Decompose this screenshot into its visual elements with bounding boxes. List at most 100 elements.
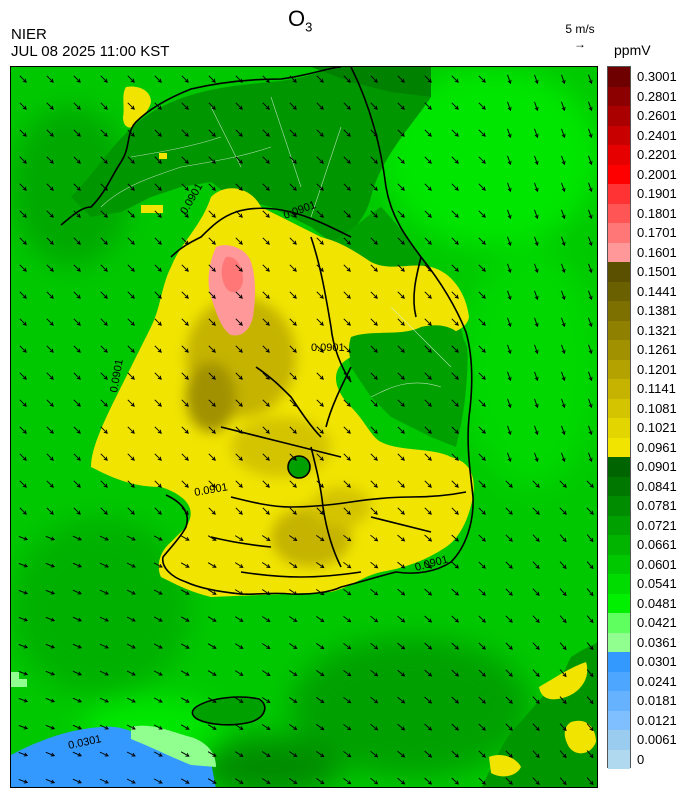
wind-arrow	[507, 452, 511, 462]
wind-arrow	[127, 102, 135, 110]
wind-arrow	[127, 426, 135, 434]
wind-arrow	[478, 507, 486, 515]
wind-arrow	[532, 534, 540, 542]
wind-arrow-head	[239, 672, 244, 676]
wind-arrow-head	[157, 402, 162, 407]
wind-arrow-head	[562, 645, 567, 651]
wind-arrow	[586, 615, 594, 623]
wind-arrow-head	[104, 563, 109, 568]
wind-arrow	[235, 129, 243, 137]
wind-arrow-head	[562, 672, 567, 678]
color-scale-swatch	[608, 652, 630, 672]
contour-label: 0.0901	[108, 358, 126, 393]
wind-arrow	[451, 696, 459, 704]
wind-arrow-head	[184, 267, 189, 272]
color-scale-label: 0.0481	[637, 595, 677, 611]
wind-arrow	[316, 372, 324, 380]
color-scale-swatch	[608, 515, 630, 535]
wind-arrow	[207, 589, 217, 595]
wind-arrow-head	[184, 402, 189, 407]
wind-arrow	[208, 183, 216, 191]
wind-arrow	[559, 642, 567, 650]
wind-arrow-head	[373, 78, 378, 83]
wind-arrow	[181, 345, 189, 353]
wind-arrow-head	[507, 349, 512, 355]
wind-arrow	[316, 426, 324, 434]
wind-arrow-head	[320, 537, 325, 542]
wind-arrow	[532, 480, 540, 488]
wind-arrow	[505, 642, 513, 650]
wind-arrow	[235, 507, 243, 515]
wind-arrow-head	[508, 618, 513, 623]
wind-arrow	[561, 290, 565, 300]
color-scale-swatch	[608, 359, 630, 379]
wind-arrow-head	[266, 672, 271, 677]
wind-arrow	[235, 453, 243, 461]
wind-arrow	[261, 643, 271, 649]
wind-arrow	[208, 237, 216, 245]
wind-arrow-head	[292, 267, 297, 272]
wind-arrow	[127, 345, 135, 353]
wind-arrow-head	[400, 726, 406, 731]
wind-arrow	[289, 291, 297, 299]
wind-arrow-head	[266, 780, 271, 785]
wind-arrow-head	[157, 267, 162, 272]
wind-arrow	[424, 237, 432, 245]
wind-arrow-head	[104, 671, 109, 676]
color-scale-swatch	[608, 106, 630, 126]
wind-arrow-head	[347, 672, 352, 677]
northern-land-area	[71, 67, 431, 242]
wind-arrow	[289, 399, 297, 407]
wind-arrow	[370, 777, 378, 785]
wind-arrow-head	[22, 105, 27, 110]
wind-arrow	[46, 291, 54, 299]
wind-arrow	[19, 129, 27, 137]
wind-arrow-head	[400, 213, 405, 218]
wind-arrow-head	[265, 240, 270, 245]
wind-arrow	[261, 778, 271, 784]
wind-arrow	[100, 372, 108, 380]
wind-arrow	[100, 291, 108, 299]
wind-arrow	[343, 534, 351, 542]
color-scale-label: 0.0661	[637, 537, 677, 552]
wind-arrow	[397, 669, 405, 677]
wind-arrow-head	[562, 537, 567, 543]
wind-arrow-head	[400, 429, 405, 434]
wind-arrow	[505, 561, 513, 569]
wind-arrow-head	[50, 536, 56, 541]
wind-arrow-head	[507, 187, 512, 193]
wind-arrow	[451, 534, 459, 542]
jeju-island	[191, 696, 266, 726]
wind-arrow-head	[158, 563, 163, 568]
wind-arrow	[73, 102, 81, 110]
wind-arrow-head	[454, 456, 459, 461]
wind-arrow	[559, 750, 567, 758]
wind-arrow-head	[49, 213, 54, 218]
wind-arrow-head	[427, 321, 432, 326]
wind-arrow	[127, 210, 135, 218]
color-scale-swatch	[608, 730, 630, 750]
wind-arrow-head	[239, 564, 244, 568]
wind-arrow	[343, 561, 351, 569]
wind-arrow-head	[184, 132, 189, 137]
wind-arrow-head	[347, 591, 352, 596]
wind-arrow-head	[158, 671, 163, 676]
color-scale-label: 0.0361	[637, 634, 677, 650]
wind-arrow	[262, 318, 270, 326]
wind-arrow	[561, 74, 565, 84]
wind-arrow	[46, 507, 54, 515]
wind-arrow	[262, 102, 270, 110]
wind-arrow-head	[319, 105, 324, 110]
wind-arrow	[181, 318, 189, 326]
wind-arrow-head	[427, 699, 433, 704]
color-scale-swatch	[608, 242, 630, 262]
wind-arrow	[126, 643, 136, 649]
wind-arrow-head	[481, 618, 486, 623]
wind-arrow-head	[373, 429, 378, 434]
wind-arrow	[451, 642, 459, 650]
color-scale-swatch	[608, 223, 630, 243]
wind-arrow	[478, 372, 486, 380]
wind-arrow	[289, 426, 297, 434]
wind-arrow-head	[265, 186, 270, 191]
wind-arrow-head	[103, 321, 108, 326]
